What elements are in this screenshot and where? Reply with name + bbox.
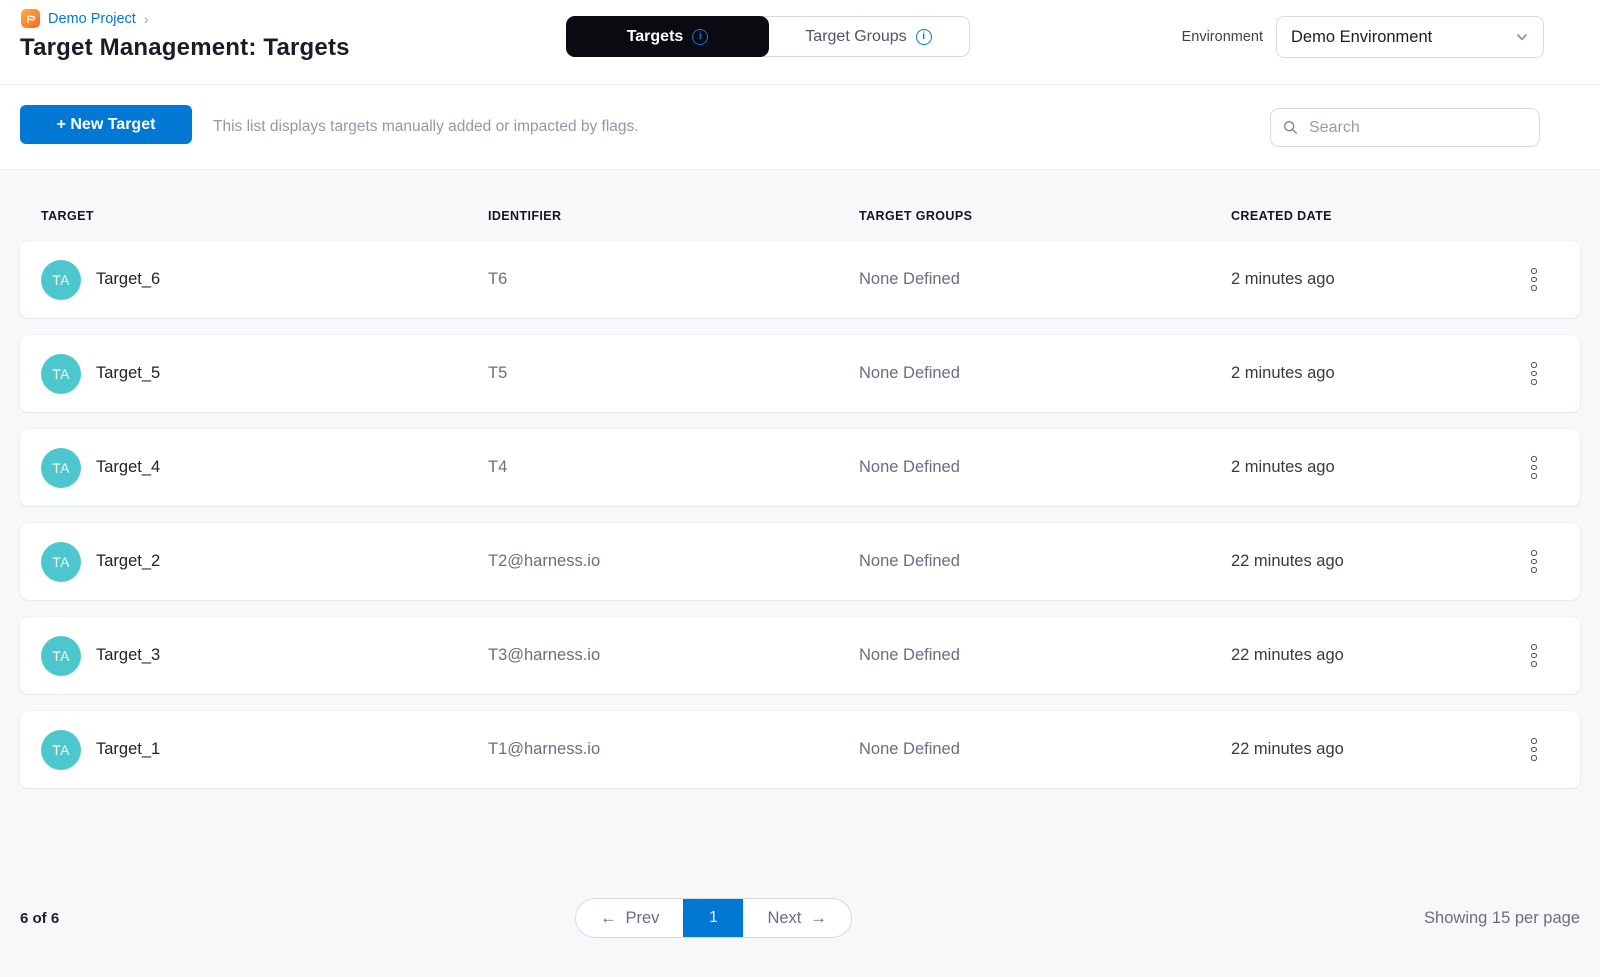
target-cell: TA Target_2 xyxy=(41,541,488,582)
row-menu-button[interactable] xyxy=(1519,448,1549,488)
target-groups-value: None Defined xyxy=(859,364,960,382)
target-cell: TA Target_6 xyxy=(41,259,488,300)
table-row[interactable]: TA Target_6 T6 None Defined 2 minutes ag… xyxy=(20,241,1580,318)
target-identifier: T6 xyxy=(488,270,508,288)
row-menu-button[interactable] xyxy=(1519,260,1549,300)
table-footer: 6 of 6 ← Prev 1 Next → Showing 15 per pa… xyxy=(20,898,1580,938)
prev-label: Prev xyxy=(625,908,660,927)
environment-selector: Environment Demo Environment xyxy=(1182,16,1544,58)
target-cell: TA Target_1 xyxy=(41,729,488,770)
target-avatar: TA xyxy=(41,729,81,770)
environment-selected-value: Demo Environment xyxy=(1291,27,1433,46)
next-page-button[interactable]: Next → xyxy=(743,899,850,937)
tab-targets[interactable]: Targets i xyxy=(567,17,768,56)
target-avatar: TA xyxy=(41,541,81,582)
prev-arrow-icon: ← xyxy=(600,908,617,927)
target-name: Target_5 xyxy=(96,364,161,382)
target-name: Target_1 xyxy=(96,740,161,758)
target-name: Target_2 xyxy=(96,552,161,570)
created-date-value: 2 minutes ago xyxy=(1231,270,1335,288)
tab-target-groups-label: Target Groups xyxy=(805,27,907,45)
created-date-value: 22 minutes ago xyxy=(1231,646,1344,664)
table-body: TA Target_6 T6 None Defined 2 minutes ag… xyxy=(0,241,1600,788)
info-icon[interactable]: i xyxy=(692,28,709,45)
kebab-menu-icon xyxy=(1531,362,1537,385)
target-avatar: TA xyxy=(41,635,81,676)
info-icon[interactable]: i xyxy=(915,28,932,45)
breadcrumb: Demo Project › xyxy=(21,9,149,28)
page-size-info: Showing 15 per page xyxy=(1424,908,1580,927)
breadcrumb-project-link[interactable]: Demo Project xyxy=(48,10,136,27)
kebab-menu-icon xyxy=(1531,644,1537,667)
target-avatar: TA xyxy=(41,259,81,300)
target-groups-value: None Defined xyxy=(859,458,960,476)
target-identifier: T2@harness.io xyxy=(488,552,601,570)
chevron-down-icon xyxy=(1517,34,1527,41)
created-date-value: 22 minutes ago xyxy=(1231,740,1344,758)
targets-table: TARGET IDENTIFIER TARGET GROUPS CREATED … xyxy=(0,170,1600,977)
table-row[interactable]: TA Target_4 T4 None Defined 2 minutes ag… xyxy=(20,429,1580,506)
target-identifier: T3@harness.io xyxy=(488,646,601,664)
table-header-row: TARGET IDENTIFIER TARGET GROUPS CREATED … xyxy=(20,170,1580,241)
row-menu-button[interactable] xyxy=(1519,636,1549,676)
target-groups-value: None Defined xyxy=(859,740,960,758)
targets-tab-group: Targets i Target Groups i xyxy=(566,16,970,57)
created-date-value: 2 minutes ago xyxy=(1231,458,1335,476)
row-menu-button[interactable] xyxy=(1519,730,1549,770)
column-header-target-groups: TARGET GROUPS xyxy=(859,209,973,223)
search-icon xyxy=(1284,120,1297,134)
row-menu-button[interactable] xyxy=(1519,542,1549,582)
created-date-value: 22 minutes ago xyxy=(1231,552,1344,570)
table-row[interactable]: TA Target_3 T3@harness.io None Defined 2… xyxy=(20,617,1580,694)
kebab-menu-icon xyxy=(1531,268,1537,291)
target-identifier: T1@harness.io xyxy=(488,740,601,758)
created-date-value: 2 minutes ago xyxy=(1231,364,1335,382)
page-header: Demo Project › Target Management: Target… xyxy=(0,0,1600,85)
target-avatar: TA xyxy=(41,353,81,394)
kebab-menu-icon xyxy=(1531,738,1537,761)
next-arrow-icon: → xyxy=(810,908,827,927)
flag-glyph xyxy=(26,14,35,23)
list-description: This list displays targets manually adde… xyxy=(213,118,639,135)
target-name: Target_3 xyxy=(96,646,161,664)
target-groups-value: None Defined xyxy=(859,646,960,664)
row-menu-button[interactable] xyxy=(1519,354,1549,394)
next-label: Next xyxy=(767,908,802,927)
target-identifier: T5 xyxy=(488,364,508,382)
column-header-target: TARGET xyxy=(41,209,94,223)
column-header-identifier: IDENTIFIER xyxy=(488,209,562,223)
current-page-button[interactable]: 1 xyxy=(683,899,744,937)
table-row[interactable]: TA Target_2 T2@harness.io None Defined 2… xyxy=(20,523,1580,600)
target-groups-value: None Defined xyxy=(859,270,960,288)
table-row[interactable]: TA Target_5 T5 None Defined 2 minutes ag… xyxy=(20,335,1580,412)
target-identifier: T4 xyxy=(488,458,508,476)
page-title: Target Management: Targets xyxy=(20,34,350,61)
environment-dropdown[interactable]: Demo Environment xyxy=(1276,16,1544,58)
breadcrumb-chevron-icon: › xyxy=(143,10,149,27)
target-cell: TA Target_5 xyxy=(41,353,488,394)
new-target-button[interactable]: + New Target xyxy=(20,105,192,144)
row-count: 6 of 6 xyxy=(20,909,60,927)
column-header-created-date: CREATED DATE xyxy=(1231,209,1332,223)
kebab-menu-icon xyxy=(1531,456,1537,479)
target-cell: TA Target_4 xyxy=(41,447,488,488)
table-row[interactable]: TA Target_1 T1@harness.io None Defined 2… xyxy=(20,711,1580,788)
tab-targets-label: Targets xyxy=(626,27,684,45)
target-name: Target_6 xyxy=(96,270,161,288)
environment-label: Environment xyxy=(1181,29,1263,45)
pagination: ← Prev 1 Next → xyxy=(575,898,852,938)
target-avatar: TA xyxy=(41,447,81,488)
kebab-menu-icon xyxy=(1531,550,1537,573)
search-input[interactable] xyxy=(1307,117,1527,138)
target-cell: TA Target_3 xyxy=(41,635,488,676)
search-box xyxy=(1270,108,1540,147)
tab-target-groups[interactable]: Target Groups i xyxy=(768,17,969,56)
target-name: Target_4 xyxy=(96,458,161,476)
prev-page-button[interactable]: ← Prev xyxy=(576,899,683,937)
target-groups-value: None Defined xyxy=(859,552,960,570)
toolbar: + New Target This list displays targets … xyxy=(0,85,1600,170)
feature-flags-logo-icon xyxy=(21,9,40,28)
